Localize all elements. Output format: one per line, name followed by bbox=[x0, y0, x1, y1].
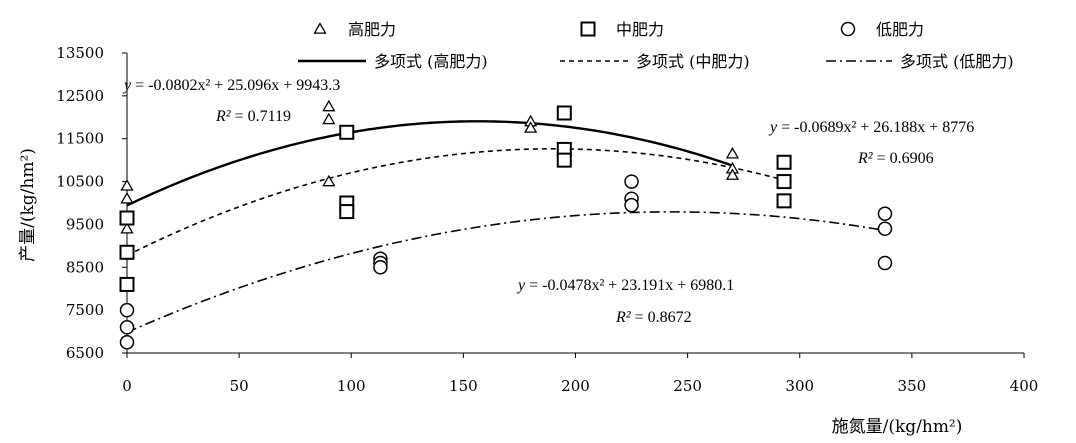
legend-marker-square bbox=[580, 21, 596, 37]
data-point-circle bbox=[877, 206, 893, 221]
legend-fit-label: 多项式 (高肥力) bbox=[374, 52, 488, 71]
y-axis-label: 产量/(kg/hm²) bbox=[18, 148, 38, 262]
y-tick-label: 13500 bbox=[56, 44, 104, 62]
legend-fit-label: 多项式 (低肥力) bbox=[900, 52, 1014, 71]
data-point-circle bbox=[877, 221, 893, 236]
fit-curve-mid bbox=[126, 148, 785, 257]
y-tick-label: 12500 bbox=[56, 87, 104, 105]
data-point-square bbox=[776, 154, 792, 170]
r2-mid-rest: = 0.6906 bbox=[873, 150, 934, 167]
r2-mid: R² = 0.6906 bbox=[857, 150, 934, 167]
data-point-circle bbox=[624, 197, 639, 213]
data-point-square bbox=[556, 105, 572, 121]
data-point-triangle bbox=[524, 121, 538, 133]
equation-low: y = -0.0478x² + 23.191x + 6980.1 bbox=[516, 277, 734, 294]
x-tick-label: 0 bbox=[122, 377, 132, 395]
data-point-triangle bbox=[120, 221, 134, 234]
legend-fit-label: 多项式 (中肥力) bbox=[636, 52, 750, 71]
x-tick-label: 200 bbox=[561, 377, 590, 395]
x-tick-label: 250 bbox=[673, 377, 702, 395]
data-point-circle bbox=[373, 260, 388, 275]
x-tick-label: 350 bbox=[898, 377, 927, 395]
data-point-square bbox=[556, 152, 572, 168]
fit-curves bbox=[126, 120, 886, 334]
equation-low-lead: y bbox=[516, 277, 526, 294]
x-tick-label: 150 bbox=[449, 377, 478, 395]
y-tick-label: 7500 bbox=[66, 301, 104, 319]
data-point-circle bbox=[624, 174, 639, 189]
data-point-triangle bbox=[120, 179, 134, 191]
y-tick-label: 11500 bbox=[56, 130, 104, 148]
equation-high: y = -0.0802x² + 25.096x + 9943.3 bbox=[122, 77, 340, 94]
data-point-circle bbox=[877, 255, 893, 271]
y-tick-label: 10500 bbox=[56, 173, 104, 191]
fit-curve-high bbox=[126, 120, 733, 207]
r2-mid-lead: R² bbox=[857, 150, 874, 167]
data-point-triangle bbox=[725, 146, 740, 159]
r2-low-lead: R² bbox=[615, 309, 632, 326]
equation-mid-lead: y bbox=[768, 119, 778, 136]
equation-high-rest: = -0.0802x² + 25.096x + 9943.3 bbox=[131, 77, 340, 94]
data-point-circle bbox=[119, 302, 135, 318]
x-tick-label: 100 bbox=[337, 377, 366, 395]
r2-high-rest: = 0.7119 bbox=[231, 108, 291, 125]
data-point-square bbox=[119, 244, 135, 260]
equation-mid: y = -0.0689x² + 26.188x + 8776 bbox=[768, 119, 974, 136]
data-point-triangle bbox=[322, 112, 336, 125]
data-points bbox=[119, 99, 893, 350]
r2-high-lead: R² bbox=[215, 108, 232, 125]
data-point-square bbox=[776, 193, 792, 209]
equation-low-rest: = -0.0478x² + 23.191x + 6980.1 bbox=[525, 277, 734, 294]
fit-curve-low bbox=[126, 211, 886, 334]
axes: 0 50 100 150 200 250 300 350 400 6500 7500 8500 9500… bbox=[56, 44, 1038, 395]
data-point-square bbox=[119, 276, 135, 292]
r2-low-rest: = 0.8672 bbox=[631, 309, 692, 326]
y-tick-label: 6500 bbox=[66, 344, 104, 362]
data-point-circle bbox=[119, 335, 135, 350]
legend-label-square: 中肥力 bbox=[616, 20, 664, 39]
y-tick-label: 9500 bbox=[66, 215, 104, 233]
legend-marker-triangle bbox=[313, 22, 327, 34]
x-tick-label: 50 bbox=[230, 377, 249, 395]
data-point-triangle bbox=[322, 174, 336, 187]
data-point-triangle bbox=[322, 99, 336, 112]
x-tick-label: 400 bbox=[1010, 377, 1039, 395]
legend-label-triangle: 高肥力 bbox=[348, 20, 396, 39]
y-tick-label: 8500 bbox=[66, 258, 104, 276]
data-point-square bbox=[339, 124, 355, 140]
x-tick-label: 300 bbox=[785, 377, 814, 395]
legend-label-circle: 低肥力 bbox=[876, 20, 924, 39]
data-point-triangle bbox=[725, 168, 740, 180]
data-point-square bbox=[339, 204, 355, 220]
equation-mid-rest: = -0.0689x² + 26.188x + 8776 bbox=[777, 119, 974, 136]
equation-high-lead: y bbox=[122, 77, 132, 94]
data-point-triangle bbox=[120, 191, 134, 204]
data-point-circle bbox=[119, 320, 135, 335]
legend-marker-circle bbox=[840, 21, 856, 37]
r2-high: R² = 0.7119 bbox=[215, 108, 291, 125]
data-point-square bbox=[776, 174, 792, 190]
x-axis-label: 施氮量/(kg/hm²) bbox=[832, 417, 963, 437]
data-point-square bbox=[119, 210, 135, 226]
r2-low: R² = 0.8672 bbox=[615, 309, 692, 326]
